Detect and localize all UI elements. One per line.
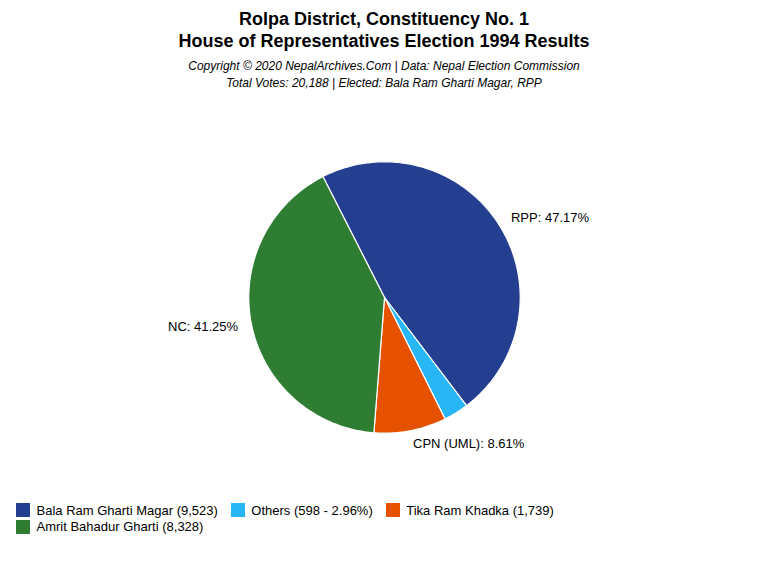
svg-text:NC: 41.25%: NC: 41.25%: [168, 319, 239, 334]
svg-text:CPN (UML): 8.61%: CPN (UML): 8.61%: [413, 436, 525, 451]
html-text:Copyright © 2020 NepalArchives: Copyright © 2020 NepalArchives.Com | Dat…: [188, 59, 580, 73]
html-text:Others (598 - 2.96%): Others (598 - 2.96%): [251, 502, 373, 518]
html-text:House of Representatives Elect: House of Representatives Election 1994 R…: [178, 31, 590, 51]
html-text:Rolpa District, Constituency N: Rolpa District, Constituency No. 1: [239, 9, 529, 29]
html-text:Tika Ram Khadka (1,739): Tika Ram Khadka (1,739): [406, 502, 554, 518]
html-text:Total Votes: 20,188 | Elected:: Total Votes: 20,188 | Elected: Bala Ram …: [226, 76, 542, 90]
svg-text:RPP: 47.17%: RPP: 47.17%: [511, 210, 589, 225]
html-text:Amrit Bahadur Gharti (8,328): Amrit Bahadur Gharti (8,328): [36, 519, 204, 535]
html-text:Bala Ram Gharti Magar (9,523): Bala Ram Gharti Magar (9,523): [36, 502, 218, 518]
